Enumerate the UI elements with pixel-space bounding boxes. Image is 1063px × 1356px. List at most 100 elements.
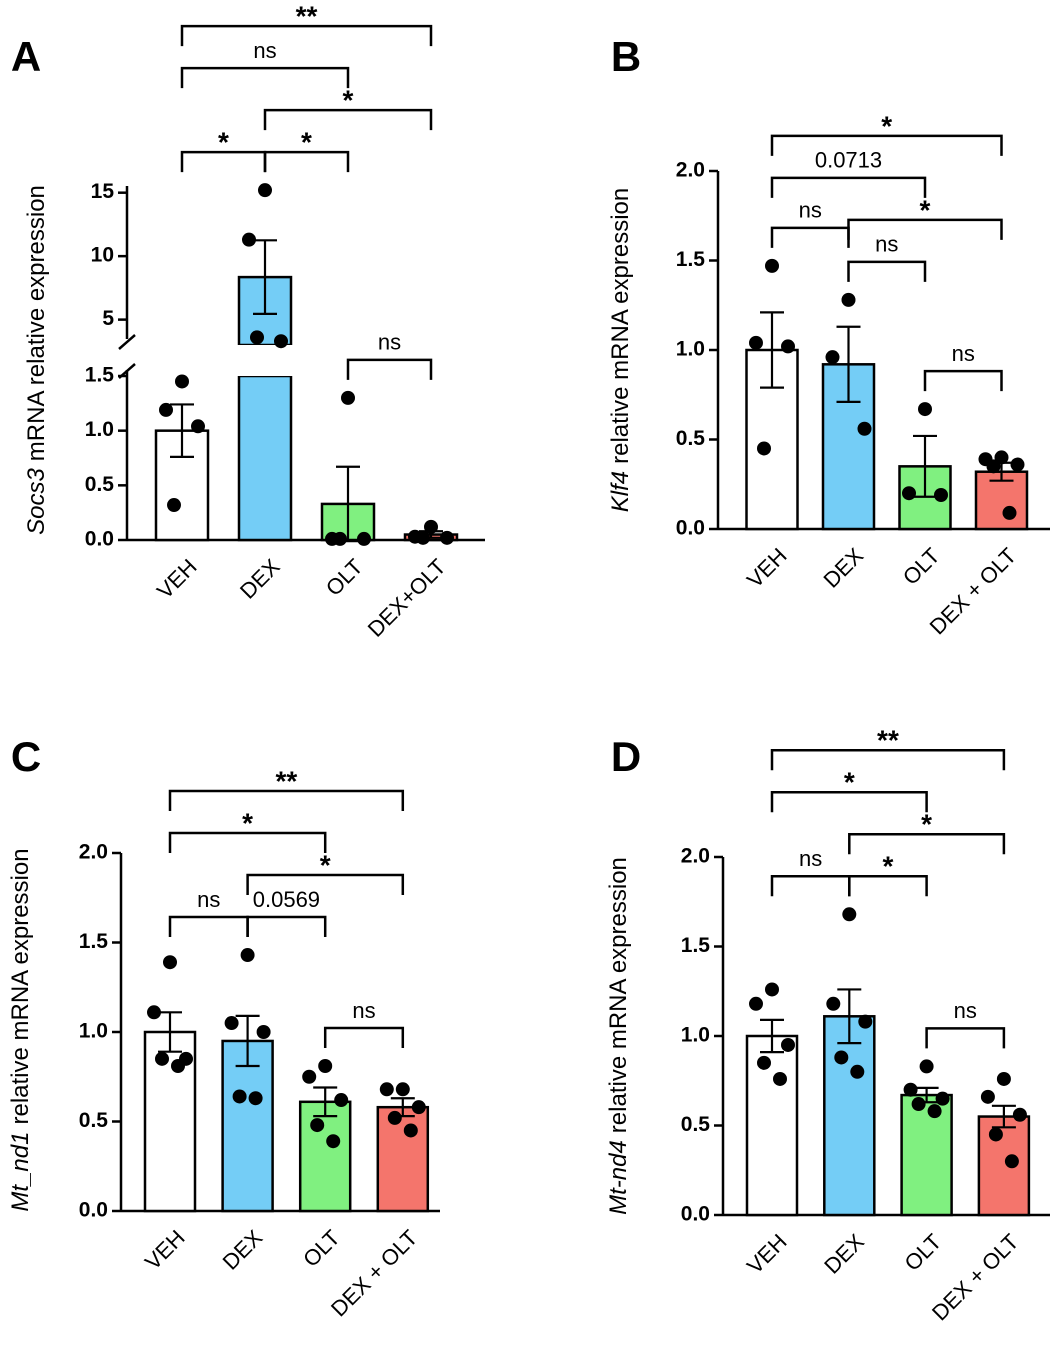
data-point (326, 1134, 341, 1149)
bar (376, 1105, 430, 1213)
x-tick-label: OLT (298, 1225, 345, 1272)
significance-bracket (168, 789, 405, 812)
data-point (240, 948, 255, 963)
y-axis-label: Mt_nd1 relative mRNA expression (7, 848, 34, 1211)
significance-bracket (770, 176, 927, 198)
y-tick-label: 1.5 (676, 248, 706, 271)
y-tick-label: 1.0 (681, 1024, 710, 1047)
data-point (757, 441, 771, 456)
y-axis-label: Socs3 mRNA relative expression (23, 185, 50, 535)
significance-label: * (920, 194, 931, 225)
data-point (1010, 457, 1025, 472)
data-point (171, 1059, 185, 1074)
data-point (147, 1005, 161, 1020)
x-tick-label: VEH (140, 1225, 190, 1275)
significance-label: ** (276, 765, 298, 796)
data-point (440, 530, 454, 545)
significance-label: ns (352, 998, 375, 1023)
y-tick-label: 0.0 (676, 517, 705, 540)
x-tick-label: OLT (898, 543, 945, 590)
data-point (224, 1016, 239, 1031)
significance-label: ns (875, 232, 898, 257)
data-point (341, 390, 355, 405)
significance-bracket (923, 369, 1003, 392)
panel-label: C (11, 733, 41, 780)
data-point (757, 1055, 771, 1070)
significance-label: ns (799, 846, 822, 871)
y-axis-label-gene: Mt-nd4 (605, 1140, 632, 1215)
data-point (159, 402, 173, 417)
data-point (825, 350, 840, 365)
significance-bracket (263, 150, 350, 173)
significance-label: * (921, 809, 932, 840)
y-axis-label: Klf4 relative mRNA expression (607, 188, 634, 512)
significance-bracket (925, 1027, 1006, 1049)
data-point (765, 982, 779, 997)
panel-label: D (611, 733, 641, 780)
data-point (395, 1082, 410, 1097)
significance-label: * (844, 767, 855, 798)
data-point (191, 419, 205, 434)
significance-bracket (847, 218, 1003, 240)
significance-label: * (881, 110, 892, 141)
y-tick-label: 1.0 (79, 1020, 108, 1043)
y-axis-label-text: mRNA relative expression (23, 185, 50, 461)
data-point (163, 955, 177, 970)
y-tick-label: 1.5 (681, 934, 711, 957)
y-tick-label: 2.0 (681, 845, 710, 868)
y-tick-label: 0.0 (79, 1199, 108, 1222)
x-tick-label: DEX (235, 554, 285, 604)
data-point (318, 1059, 333, 1074)
data-point (857, 421, 872, 436)
y-tick-label: 2.0 (79, 841, 108, 864)
data-point (416, 530, 430, 545)
x-tick-label: DEX (819, 1229, 869, 1279)
bar (823, 1015, 876, 1217)
significance-label: ns (954, 998, 977, 1023)
data-point (379, 1082, 394, 1097)
data-point (765, 258, 779, 273)
panel-label: A (11, 33, 41, 80)
data-point (232, 1089, 247, 1104)
data-point (934, 487, 948, 502)
y-tick-label: 1.5 (85, 364, 115, 387)
data-point (781, 339, 795, 354)
data-point (988, 1127, 1003, 1142)
data-point (424, 519, 438, 534)
significance-label: * (218, 127, 229, 158)
data-point (1002, 505, 1017, 520)
significance-bracket (323, 1026, 405, 1049)
data-point (357, 531, 371, 546)
significance-label: ** (296, 1, 318, 32)
y-axis-label: Mt-nd4 relative mRNA expression (605, 857, 632, 1215)
y-tick-label: 1.5 (79, 930, 109, 953)
significance-bracket (246, 915, 327, 938)
x-tick-label: DEX (818, 543, 868, 593)
data-point (903, 1082, 918, 1097)
data-point (935, 1091, 950, 1106)
bar (237, 374, 293, 542)
significance-label: * (242, 807, 253, 838)
significance-bracket (263, 108, 433, 131)
data-point (1004, 1154, 1019, 1169)
data-point (155, 1051, 169, 1066)
significance-label: ns (378, 330, 401, 355)
significance-label: ** (877, 725, 899, 756)
data-point (773, 1071, 787, 1086)
data-point (927, 1104, 942, 1119)
significance-label: * (882, 851, 893, 882)
data-point (333, 531, 347, 546)
y-tick-label: 1.0 (676, 338, 705, 361)
x-tick-label: DEX+OLT (363, 554, 451, 642)
data-point (387, 1110, 402, 1125)
axis-break (118, 334, 136, 350)
data-point (167, 498, 181, 513)
bar-break-gap (237, 345, 293, 376)
data-point (403, 1123, 418, 1138)
significance-bracket (770, 875, 851, 897)
data-point (858, 1014, 873, 1029)
panel-label: B (611, 33, 641, 80)
significance-bracket (180, 66, 350, 89)
x-tick-label: VEH (152, 554, 202, 604)
